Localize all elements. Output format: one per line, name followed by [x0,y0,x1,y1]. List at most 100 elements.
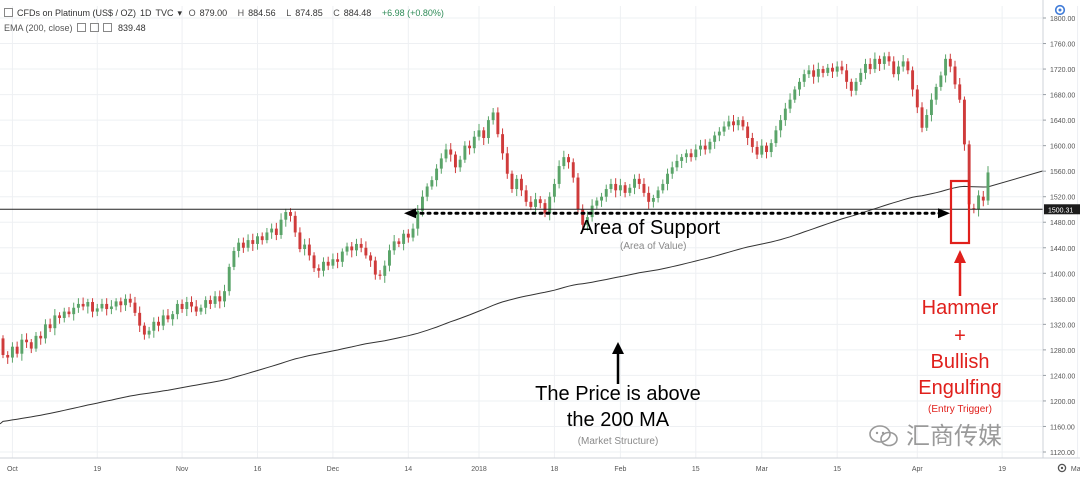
symbol-title[interactable]: CFDs on Platinum (US$ / OZ) [17,8,137,18]
candle-body [100,303,104,309]
candle-body [760,145,764,155]
candle-body [567,157,571,163]
candle-body [25,339,29,343]
candle-body [213,296,217,304]
candle-body [835,66,839,72]
candle-body [20,339,24,354]
candle-body [175,303,179,315]
candle-body [637,178,641,184]
close-icon[interactable] [102,23,112,32]
price-axis[interactable]: 1800.00 1760.00 1720.00 1680.00 1640.00 1600.… [1042,0,1080,458]
candle-body [15,346,19,354]
candle-body [958,84,962,100]
candle-body [562,157,566,167]
candle-body [298,232,302,250]
candle-body [241,242,245,248]
price-tick-label: 1280.00 [1050,348,1075,355]
candle-body [251,240,255,244]
candle-body [439,158,443,169]
candle-body [981,196,985,201]
candle-body [642,183,646,193]
candle-body [10,346,14,358]
candle-body [831,67,834,72]
candle-body [388,250,391,266]
candle-body [227,266,231,292]
candle-body [303,244,307,250]
candle-body [58,315,62,318]
time-tick-label: 15 [692,466,700,473]
candle-body [717,131,721,136]
settings-icon[interactable] [1053,3,1067,17]
candle-body [845,70,849,82]
candle-body [425,186,429,197]
time-tick-label: 19 [93,466,101,473]
candle-body [826,67,830,73]
entry-trigger-label: (Entry Trigger) [928,404,992,415]
candle-body [765,145,768,153]
candle-body [350,246,354,251]
candle-body [152,321,156,331]
collapse-legend-icon[interactable] [4,8,13,17]
eye-icon[interactable] [76,23,86,32]
candle-body [892,61,896,75]
time-tick-label: 15 [833,466,841,473]
candle-body [543,203,547,214]
candle-body [878,58,882,64]
price-tick-label: 1440.00 [1050,246,1075,253]
candle-body [816,69,820,77]
price-change: +6.98 (+0.80%) [381,8,444,18]
candle-body [920,107,924,128]
price-tick-label: 1680.00 [1050,93,1075,100]
time-tick-label: 14 [404,466,412,473]
candle-body [109,306,113,310]
candle-body [666,173,669,184]
candle-body [406,233,410,238]
candle-body [708,141,712,150]
chevron-down-icon[interactable]: ▾ [177,8,183,18]
candle-body [124,298,127,306]
candle-body [34,335,38,349]
candle-body [76,303,80,308]
price-tick-label: 1760.00 [1050,42,1075,49]
candle-body [929,99,933,116]
price-tick-label: 1400.00 [1050,271,1075,278]
candle-body [732,121,735,126]
candle-body [472,136,476,149]
candle-body [595,200,599,206]
candle-body [651,197,655,202]
settings-icon[interactable] [89,23,99,32]
candle-body [265,232,269,241]
candle-body [962,99,966,145]
candle-body [420,196,424,211]
candle-body [873,58,877,70]
candle-body [458,159,462,168]
candle-body [326,261,330,266]
candle-body [128,298,132,303]
symbol-legend: CFDs on Platinum (US$ / OZ) 1D TVC ▾ O 879.0… [4,8,448,19]
time-axis[interactable]: Oct19Nov16Dec14201818Feb15Mar15Apr19May1… [0,457,1080,473]
candle-body [270,228,274,233]
candle-body [331,259,335,266]
gear-icon[interactable] [1056,462,1068,474]
ohlc-low: L 874.85 [286,8,323,18]
candle-body [609,183,613,190]
candle-body [119,301,123,306]
candle-body [105,303,109,310]
candle-body [336,259,340,262]
indicator-label[interactable]: EMA (200, close) [4,23,73,33]
market-structure-label: (Market Structure) [577,436,659,447]
interval-label[interactable]: 1D [140,8,152,18]
candle-body [868,63,872,70]
candle-body [359,243,363,248]
candle-body [293,215,297,233]
ema-200-line [0,170,1044,425]
hammer-arrow-head [954,250,966,263]
time-tick-label: Nov [176,466,189,473]
candle-body [486,120,490,138]
candle-body [911,70,915,90]
time-tick-label: 18 [551,466,559,473]
candle-body [373,260,377,275]
candle-body [849,81,853,91]
candle-body [736,120,740,126]
candle-body [279,219,283,235]
